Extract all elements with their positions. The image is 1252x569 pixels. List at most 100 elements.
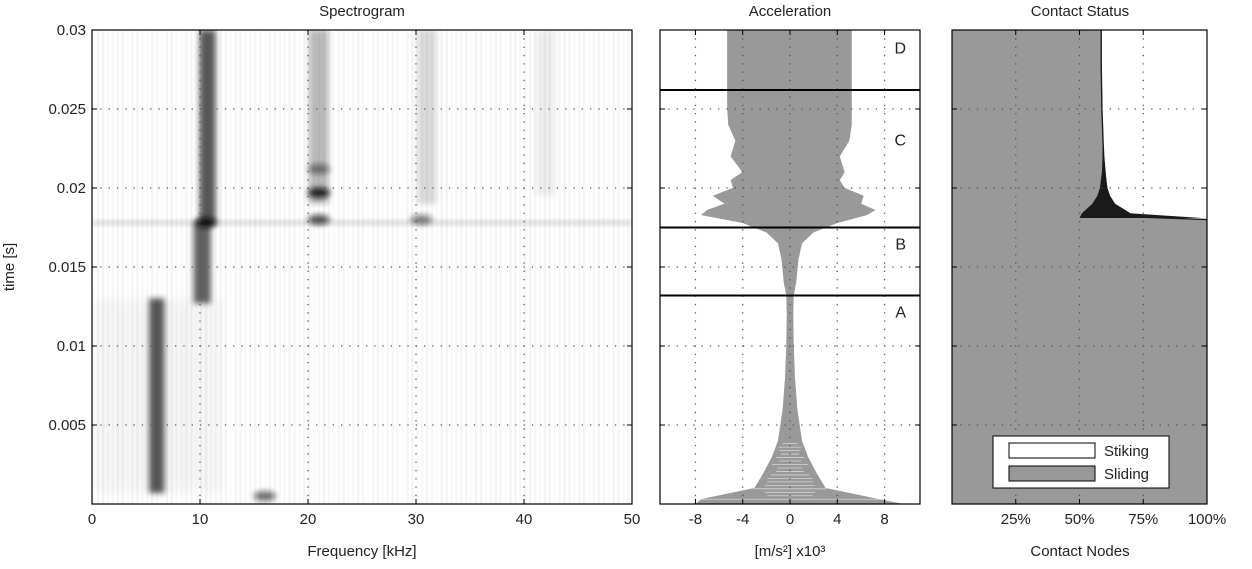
x-tick-label: -4 [736,511,749,528]
spectrogram-transition-line [92,221,632,225]
texture-stripe [568,30,570,504]
texture-stripe [367,30,369,504]
y-tick-label: 0.03 [57,22,86,39]
spectrogram-band [194,224,211,303]
texture-stripe [264,30,266,504]
texture-stripe [529,30,531,504]
texture-stripe [377,30,379,504]
spectrogram-x-ticks: 0 10 20 30 40 50 [88,511,641,528]
texture-stripe [593,30,595,504]
texture-stripe [558,30,560,504]
texture-stripe [612,30,614,504]
texture-stripe [475,30,477,504]
x-tick-label: 4 [833,511,841,528]
texture-stripe [293,30,295,504]
texture-stripe [450,30,452,504]
spectrogram-band [149,299,164,493]
spectrogram-xlabel: Frequency [kHz] [307,543,416,560]
x-tick-label: 75% [1128,511,1158,528]
sticking-area [1101,30,1207,220]
legend-swatch-sliding [1009,466,1095,481]
y-tick-label: 0.02 [57,180,86,197]
y-tick-label: 0.005 [48,417,86,434]
spectrogram-hotspot [308,188,330,198]
x-tick-label: 30 [408,511,425,528]
texture-stripe [352,30,354,504]
texture-stripe [362,30,364,504]
x-tick-label: 8 [880,511,888,528]
texture-stripe [485,30,487,504]
texture-stripe [509,30,511,504]
x-tick-label: 40 [516,511,533,528]
texture-stripe [460,30,462,504]
phase-label: B [895,237,906,254]
phase-label: C [894,132,906,149]
texture-stripe [372,30,374,504]
acceleration-panel: Acceleration A B C D -8 -4 0 4 8 [m/s²] x10³ [660,3,920,560]
texture-stripe [588,30,590,504]
y-tick-label: 0.01 [57,338,86,355]
texture-stripe [445,30,447,504]
texture-stripe [269,30,271,504]
spectrogram-hotspot [254,491,276,501]
acceleration-xlabel: [m/s²] x10³ [755,543,826,560]
contact-status-title: Contact Status [1031,3,1129,20]
x-tick-label: 25% [1001,511,1031,528]
texture-stripe [480,30,482,504]
texture-stripe [519,30,521,504]
texture-stripe [279,30,281,504]
texture-stripe [396,30,398,504]
spectrogram-band [417,30,436,204]
legend-label-stiking: Stiking [1104,443,1149,460]
spectrogram-band [199,30,215,223]
phase-label: A [895,305,906,322]
spectrogram-band [309,30,328,204]
x-tick-label: 0 [88,511,96,528]
x-tick-label: 10 [192,511,209,528]
contact-status-panel: Contact Status 25% 50% 75% 100% Contact Nod… [952,3,1226,560]
x-tick-label: -8 [689,511,702,528]
texture-stripe [244,30,246,504]
texture-stripe [387,30,389,504]
acceleration-x-ticks: -8 -4 0 4 8 [689,511,889,528]
x-tick-label: 50% [1064,511,1094,528]
texture-stripe [303,30,305,504]
x-tick-label: 50 [624,511,641,528]
contact-status-x-ticks: 25% 50% 75% 100% [1001,511,1226,528]
spectrogram-hotspot [308,164,330,174]
x-tick-label: 0 [786,511,794,528]
x-tick-label: 100% [1188,511,1226,528]
texture-stripe [470,30,472,504]
y-tick-label: 0.025 [48,101,86,118]
phase-label: D [894,41,906,58]
texture-stripe [234,30,236,504]
spectrogram-data [92,30,632,504]
texture-stripe [229,30,231,504]
texture-stripe [337,30,339,504]
texture-stripe [288,30,290,504]
contact-legend: Stiking Sliding [993,436,1169,488]
spectrogram-y-ticks: 0.005 0.01 0.015 0.02 0.025 0.03 [48,22,86,434]
x-tick-label: 20 [300,511,317,528]
legend-swatch-stiking [1009,443,1095,458]
contact-status-xlabel: Contact Nodes [1030,543,1129,560]
acceleration-data [693,30,903,504]
acceleration-title: Acceleration [749,3,832,20]
spectrogram-title: Spectrogram [319,3,405,20]
texture-stripe [401,30,403,504]
spectrogram-band [536,30,555,196]
texture-stripe [504,30,506,504]
texture-stripe [583,30,585,504]
texture-stripe [578,30,580,504]
spectrogram-panel: Spectrogram 0 10 20 30 40 50 0.0050.010.0150.… [1,3,640,560]
texture-stripe [239,30,241,504]
texture-stripe [411,30,413,504]
spectrogram-ylabel: time [s] [1,243,18,291]
texture-stripe [617,30,619,504]
texture-stripe [342,30,344,504]
texture-stripe [254,30,256,504]
legend-label-sliding: Sliding [1104,466,1149,483]
y-tick-label: 0.015 [48,259,86,276]
texture-stripe [495,30,497,504]
